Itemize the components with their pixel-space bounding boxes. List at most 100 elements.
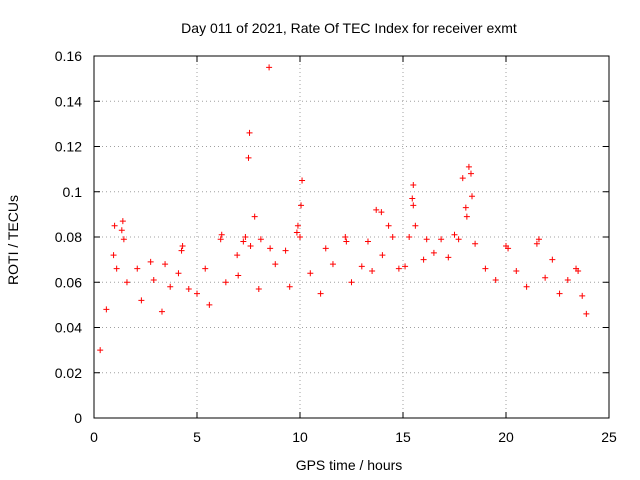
- data-point: [451, 231, 458, 238]
- data-point: [175, 270, 182, 277]
- data-point: [549, 256, 556, 263]
- data-point: [110, 252, 117, 259]
- data-point: [299, 177, 306, 184]
- data-point: [492, 276, 499, 283]
- x-tick-label: 15: [395, 429, 411, 445]
- data-point: [430, 249, 437, 256]
- data-point: [246, 129, 253, 136]
- data-point: [97, 347, 104, 354]
- data-point: [564, 276, 571, 283]
- data-point: [286, 283, 293, 290]
- data-point: [469, 193, 476, 200]
- data-point: [535, 236, 542, 243]
- data-point: [103, 306, 110, 313]
- data-point: [118, 227, 125, 234]
- data-point: [240, 238, 247, 245]
- data-point: [206, 301, 213, 308]
- data-point: [162, 261, 169, 268]
- data-points: [97, 64, 590, 354]
- data-point: [342, 234, 349, 240]
- data-point: [410, 202, 417, 209]
- y-tick-label: 0.02: [55, 365, 82, 381]
- data-point: [378, 209, 385, 216]
- data-point: [358, 263, 365, 270]
- axis-ticks: 0 5 10 15 20 25 0 0.02 0.04 0.06 0.08 0.1 0.12 0.14 0.…: [55, 48, 617, 445]
- y-tick-label: 0.14: [55, 93, 82, 109]
- data-point: [218, 231, 225, 238]
- y-tick-label: 0.16: [55, 48, 82, 64]
- data-point: [178, 247, 185, 254]
- x-tick-label: 20: [498, 429, 514, 445]
- data-point: [298, 202, 305, 209]
- y-tick-label: 0.06: [55, 274, 82, 290]
- data-point: [379, 252, 386, 259]
- y-tick-label: 0: [74, 410, 82, 426]
- data-point: [120, 236, 127, 243]
- data-point: [343, 238, 350, 245]
- x-tick-label: 10: [292, 429, 308, 445]
- data-point: [123, 279, 130, 286]
- data-point: [533, 240, 540, 247]
- data-point: [202, 265, 209, 272]
- data-point: [364, 238, 371, 245]
- data-point: [179, 243, 186, 250]
- data-point: [113, 265, 120, 272]
- data-point: [247, 243, 254, 250]
- data-point: [583, 310, 590, 317]
- data-point: [575, 267, 582, 274]
- data-point: [463, 213, 470, 220]
- data-point: [409, 195, 416, 202]
- y-tick-label: 0.04: [55, 320, 82, 336]
- data-point: [294, 222, 301, 229]
- data-point: [542, 274, 549, 281]
- data-point: [293, 229, 300, 236]
- data-point: [445, 254, 452, 261]
- y-axis-label: ROTI / TECUs: [5, 195, 21, 285]
- data-point: [245, 154, 252, 161]
- data-point: [462, 204, 469, 211]
- data-point: [410, 181, 417, 188]
- data-point: [134, 265, 141, 272]
- data-point: [482, 265, 489, 272]
- data-point: [459, 175, 466, 182]
- data-point: [242, 234, 249, 240]
- data-point: [465, 163, 472, 170]
- data-point: [138, 297, 145, 304]
- data-point: [505, 245, 512, 252]
- data-point: [267, 245, 274, 252]
- data-point: [147, 258, 154, 265]
- x-tick-label: 0: [90, 429, 98, 445]
- data-point: [251, 213, 258, 220]
- data-point: [111, 222, 118, 229]
- data-point: [402, 263, 409, 270]
- data-point: [307, 270, 314, 277]
- data-point: [472, 240, 479, 247]
- data-point: [348, 279, 355, 286]
- x-tick-label: 5: [193, 429, 201, 445]
- data-point: [373, 206, 380, 213]
- data-point: [217, 236, 224, 243]
- data-point: [150, 276, 157, 283]
- data-point: [369, 267, 376, 274]
- data-point: [167, 283, 174, 290]
- data-point: [257, 236, 264, 243]
- data-point: [467, 170, 474, 177]
- data-point: [329, 261, 336, 268]
- data-point: [235, 272, 242, 279]
- data-point: [234, 252, 241, 259]
- data-point: [523, 283, 530, 290]
- data-point: [266, 64, 273, 71]
- data-point: [513, 267, 520, 274]
- data-point: [297, 234, 303, 240]
- data-point: [119, 218, 126, 225]
- data-point: [395, 265, 402, 272]
- data-point: [385, 222, 392, 229]
- data-point: [438, 236, 445, 243]
- x-tick-label: 25: [601, 429, 617, 445]
- data-point: [317, 290, 324, 297]
- data-point: [272, 261, 279, 268]
- y-tick-label: 0.1: [63, 184, 83, 200]
- data-point: [158, 308, 165, 315]
